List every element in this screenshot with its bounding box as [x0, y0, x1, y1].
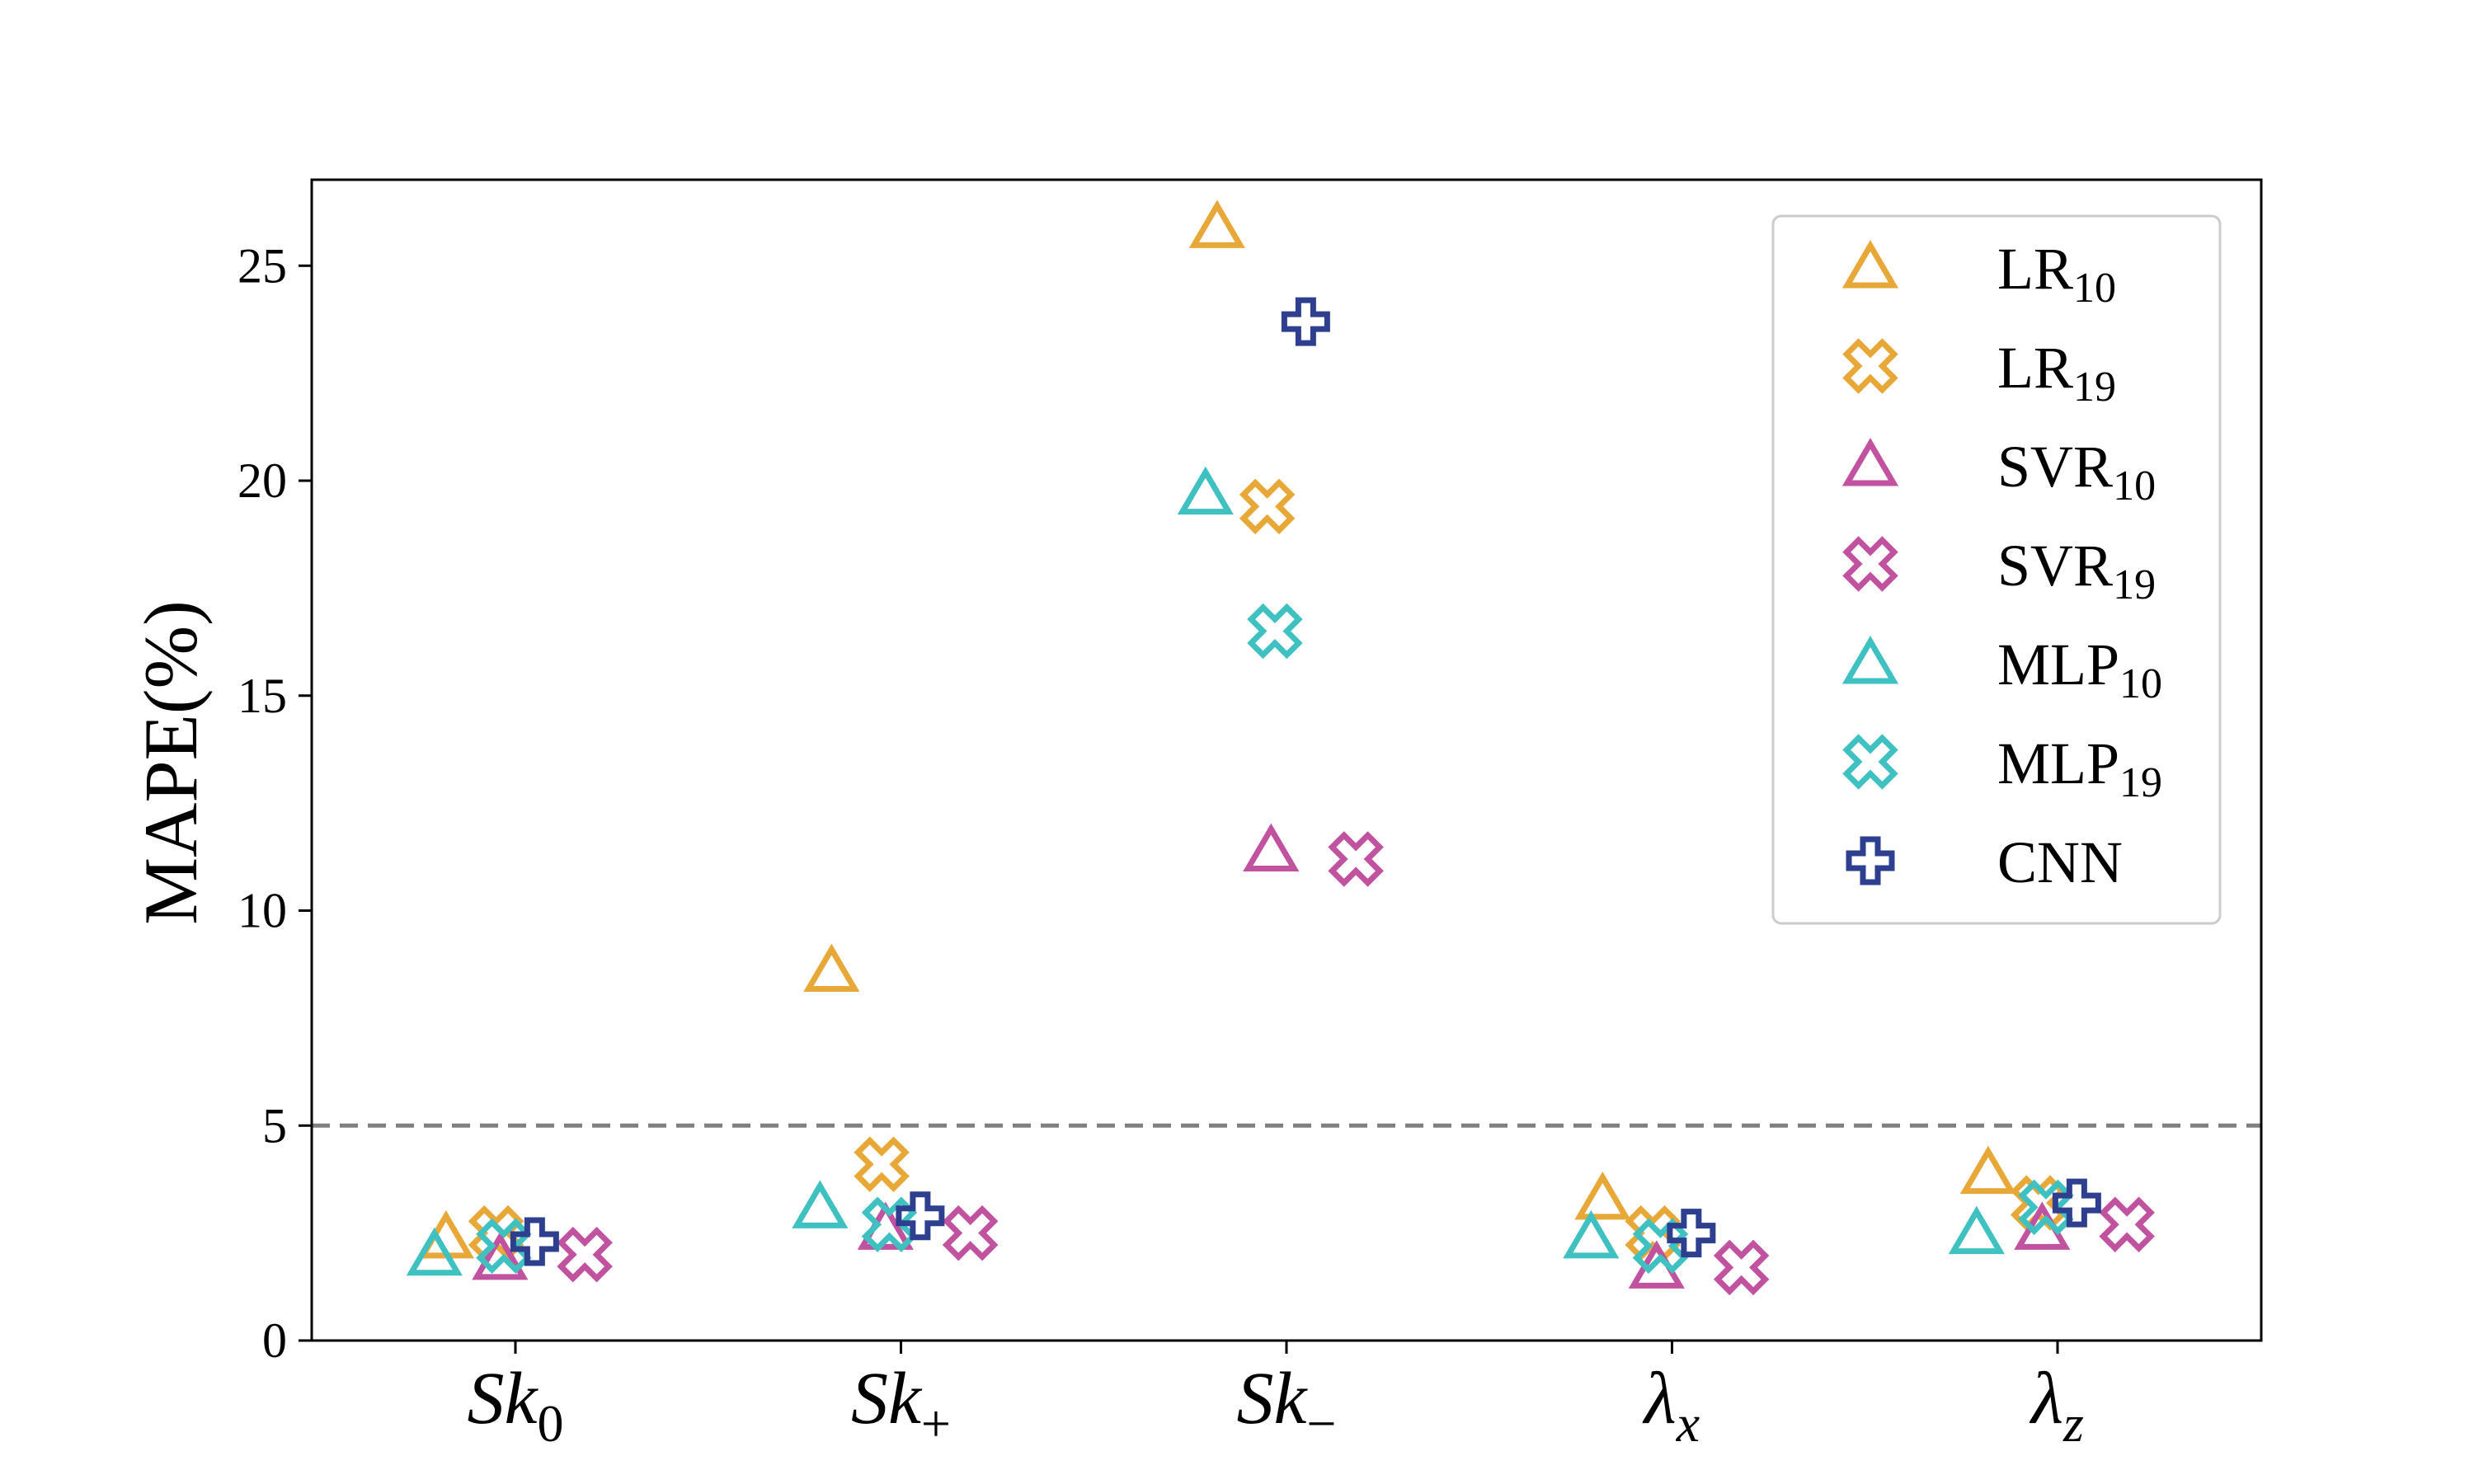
data-point — [1632, 1218, 1689, 1275]
data-point — [1239, 478, 1296, 535]
legend-label: MLP10 — [1997, 632, 2162, 707]
data-point — [1713, 1239, 1770, 1296]
data-point — [942, 1205, 999, 1261]
legend-marker — [1842, 536, 1898, 592]
y-tick-label: 5 — [262, 1098, 287, 1153]
data-point — [1281, 297, 1330, 346]
data-point — [854, 1136, 910, 1192]
y-tick-label: 0 — [262, 1313, 287, 1368]
data-point — [1177, 466, 1234, 515]
data-point — [1247, 603, 1303, 660]
y-tick-label: 15 — [238, 669, 287, 723]
y-tick-label: 20 — [238, 453, 287, 508]
legend-marker — [1841, 240, 1899, 289]
data-point — [792, 1180, 849, 1228]
y-tick-label: 10 — [238, 884, 287, 938]
data-point — [803, 943, 860, 993]
legend-label: SVR19 — [1997, 533, 2156, 608]
legend-box — [1771, 214, 2222, 925]
data-point — [557, 1226, 613, 1283]
legend-label: LR10 — [1997, 236, 2116, 312]
x-tick-label: λx — [1642, 1358, 1700, 1453]
legend-marker — [1846, 836, 1895, 885]
data-point — [1574, 1171, 1631, 1220]
data-point — [472, 1231, 529, 1280]
x-tick-label: Sk0 — [468, 1358, 564, 1453]
data-point — [2018, 1179, 2074, 1236]
data-point — [861, 1196, 918, 1252]
data-point — [1959, 1145, 2016, 1195]
legend-marker — [1842, 338, 1898, 394]
y-tick-label: 25 — [238, 238, 287, 293]
legend-marker — [1842, 734, 1898, 790]
data-point — [476, 1218, 532, 1275]
legend-marker — [1841, 438, 1899, 486]
legend-label: SVR10 — [1997, 434, 2156, 510]
data-point — [1563, 1209, 1620, 1259]
data-point — [1667, 1209, 1716, 1258]
legend-marker — [1841, 636, 1899, 684]
data-point — [2099, 1196, 2155, 1252]
data-point — [1188, 200, 1245, 248]
legend-label: MLP19 — [1997, 730, 2162, 806]
y-axis-label: MAPE(%) — [129, 600, 213, 925]
legend: LR10 LR19 SVR10 SVR19 MLP10 MLP19 CNN — [1771, 214, 2222, 925]
x-tick-label: Sk+ — [851, 1358, 951, 1453]
axes: 0 5 10 15 20 25 Sk0 Sk+ Sk− λx λz — [238, 178, 2263, 1453]
data-point — [1948, 1205, 2005, 1255]
legend-label: LR19 — [1997, 335, 2116, 411]
legend-label: CNN — [1997, 829, 2123, 895]
data-point — [510, 1217, 559, 1266]
data-point — [2052, 1178, 2101, 1228]
data-point — [1243, 823, 1300, 872]
data-point — [896, 1191, 945, 1241]
x-tick-label: λz — [2029, 1358, 2084, 1453]
data-point — [1328, 831, 1384, 887]
data-point — [406, 1227, 463, 1276]
x-tick-label: Sk− — [1236, 1358, 1336, 1453]
plot-area — [406, 200, 2155, 1296]
